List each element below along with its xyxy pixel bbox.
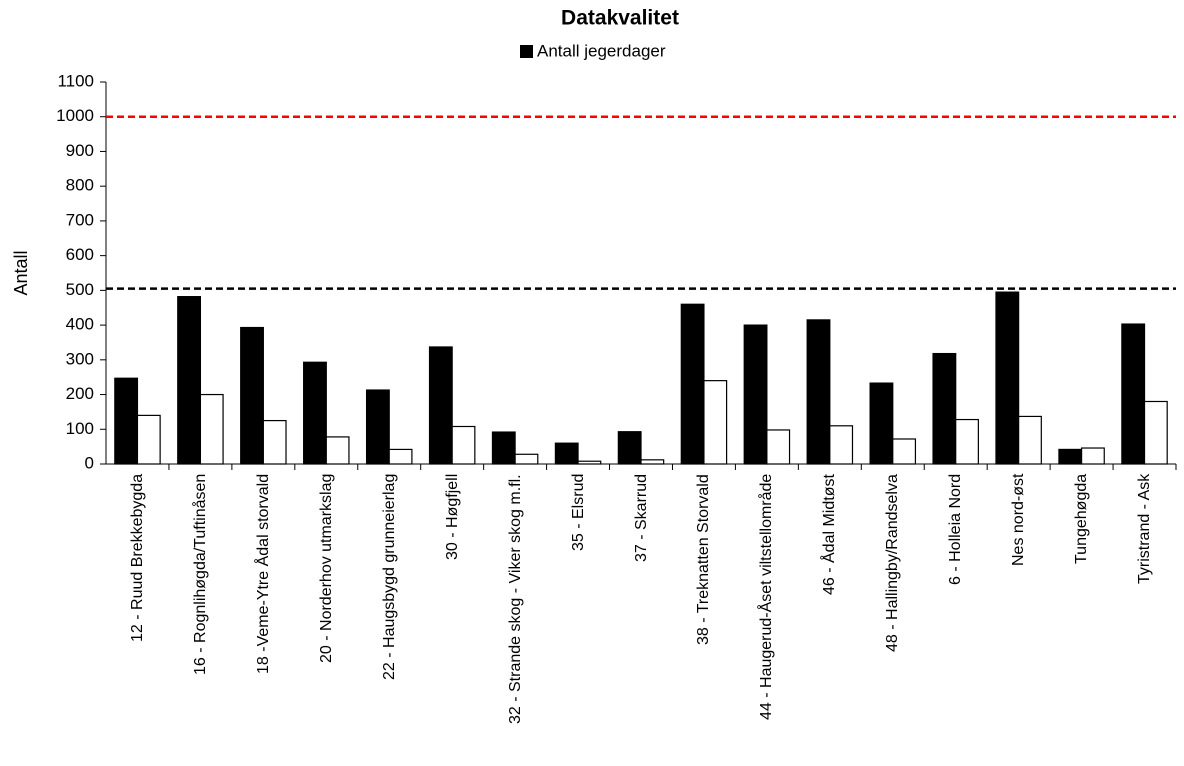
bar (766, 429, 791, 465)
x-tick-label: 32 - Strande skog - Viker skog m.fl. (506, 474, 524, 724)
bar (428, 346, 453, 465)
bar (1121, 323, 1146, 465)
bar (262, 419, 287, 465)
x-tick-label: 6 - Holleia Nord (947, 474, 965, 586)
bar (829, 425, 854, 465)
bar (617, 431, 642, 465)
bar (806, 319, 831, 465)
x-tick-label: 16 - Rognlihøgda/Tuftinåsen (191, 474, 209, 676)
chart-title: Datakvalitet (561, 7, 679, 30)
x-tick-label: Tyristrand - Ask (1136, 474, 1154, 585)
bar (892, 438, 917, 465)
bar (932, 352, 957, 465)
y-tick-label: 800 (66, 176, 94, 195)
x-tick-label: Nes nord-øst (1010, 474, 1028, 567)
y-tick-label: 1000 (56, 106, 94, 125)
y-tick-label: 0 (85, 453, 94, 472)
x-tick-label: 20 - Norderhov utmarkslag (317, 474, 335, 664)
bar (995, 291, 1020, 465)
y-tick-label: 200 (66, 384, 94, 403)
x-tick-label: 22 - Haugsbygd grunneierlag (380, 474, 398, 681)
y-axis-label: Antall (11, 250, 31, 295)
bar (1143, 400, 1168, 465)
x-tick-label: 37 - Skarrud (632, 474, 650, 563)
x-tick-label: 18 -Veme-Ytre Ådal storvald (254, 474, 272, 675)
bar (325, 436, 350, 465)
x-tick-label: 38 - Treknatten Storvald (695, 474, 713, 645)
bar (955, 418, 979, 465)
bar (114, 377, 139, 465)
bar (388, 448, 413, 465)
y-tick-label: 300 (66, 349, 94, 368)
legend-swatch (520, 45, 533, 58)
x-tick-label: 35 - Elsrud (569, 474, 587, 552)
bar (365, 389, 390, 465)
y-tick-label: 1100 (57, 71, 94, 90)
bar (869, 382, 894, 465)
bar (1058, 448, 1083, 465)
x-tick-label: 30 - Høgfjell (443, 474, 461, 561)
bar (491, 431, 516, 465)
bar (136, 414, 161, 465)
bar (240, 326, 264, 465)
y-tick-label: 100 (66, 419, 94, 438)
y-tick-label: 700 (66, 210, 94, 229)
y-tick-label: 600 (66, 245, 94, 264)
bar (199, 393, 224, 465)
bar (703, 380, 728, 465)
legend-label: Antall jegerdager (537, 41, 666, 60)
bar (1080, 447, 1105, 465)
x-tick-label: 48 - Hallingby/Randselva (884, 474, 902, 652)
bar (1018, 415, 1042, 465)
bar (451, 425, 476, 465)
y-tick-label: 500 (66, 280, 94, 299)
x-tick-label: 46 - Ådal Midtøst (821, 474, 839, 595)
bar (554, 442, 579, 465)
y-tick-label: 900 (66, 141, 94, 160)
x-tick-label: 44 - Haugerud-Åset viltstellområde (758, 474, 776, 721)
bar (640, 459, 665, 465)
bar (177, 296, 202, 465)
y-tick-label: 400 (66, 315, 94, 334)
bar (514, 453, 539, 465)
x-tick-label: 12 - Ruud Brekkebygda (128, 474, 146, 643)
bar (303, 361, 327, 465)
bar (680, 303, 705, 465)
bar (743, 324, 768, 465)
x-tick-label: Tungehøgda (1073, 474, 1091, 565)
